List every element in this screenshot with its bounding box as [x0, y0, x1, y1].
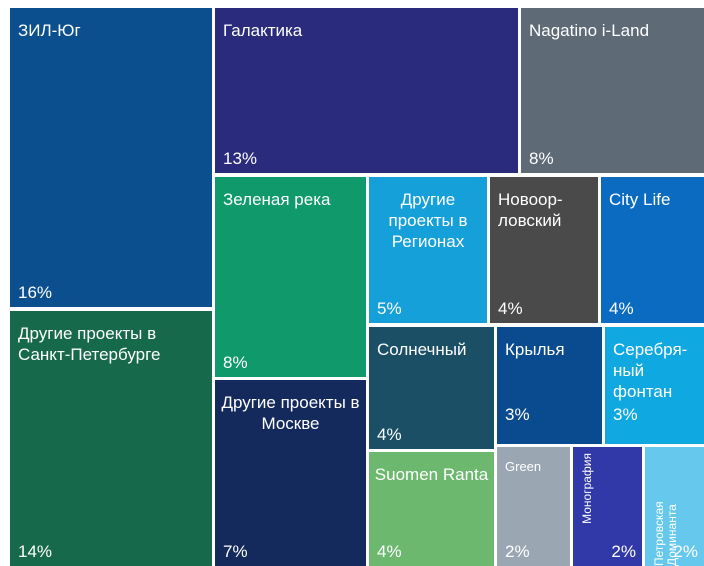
- tile: Новоор-ловский 4%: [490, 177, 598, 323]
- tile-label: Солнечный: [377, 340, 467, 359]
- tile-label: City Life: [609, 190, 671, 209]
- tile-label: Другие проекты в Москве: [221, 393, 360, 433]
- tile-label: Галактика: [223, 21, 303, 40]
- tile-label: Nagatino i-Land: [529, 21, 650, 40]
- value-label: 2%: [611, 542, 636, 561]
- tile-label: Green: [505, 459, 542, 474]
- value-label: 5%: [377, 299, 402, 318]
- value-label: 4%: [377, 542, 402, 561]
- tile-label: Другие проекты в Регионах: [388, 190, 468, 251]
- value-label: 13%: [223, 149, 258, 168]
- tile: Green 2%: [497, 447, 570, 566]
- value-label: 8%: [223, 353, 248, 372]
- tile-label: Зеленая река: [223, 190, 331, 209]
- tile: Зеленая река 8%: [215, 177, 366, 377]
- tile-label: Новоор-ловский: [498, 190, 563, 230]
- tile-label: Серебря-ный фонтан: [613, 340, 688, 401]
- tile-label: Другие проекты в Санкт-Петербурге: [18, 324, 161, 364]
- value-label: 2%: [505, 542, 530, 561]
- tile: City Life 4%: [601, 177, 704, 323]
- tile: Nagatino i-Land 8%: [521, 8, 704, 173]
- tile-label: ЗИЛ-Юг: [18, 21, 81, 40]
- tile: Монография 2%: [573, 447, 642, 566]
- value-label: 2%: [673, 542, 698, 561]
- tile: Другие проекты в Регионах 5%: [369, 177, 487, 323]
- tile-label: Крылья: [505, 340, 565, 359]
- tile: Крылья 3%: [497, 327, 602, 444]
- value-label: 3%: [505, 405, 530, 424]
- value-label: 4%: [498, 299, 523, 318]
- tile: Другие проекты в Москве 7%: [215, 380, 366, 566]
- tile: ЗИЛ-Юг 16%: [10, 8, 212, 307]
- value-label: 4%: [377, 425, 402, 444]
- tile-label: Suomen Ranta: [374, 465, 489, 484]
- tile-label: Монография: [580, 453, 594, 524]
- tile: Петровская Доминанта 2%: [645, 447, 704, 566]
- tile: Галактика 13%: [215, 8, 518, 173]
- value-label: 3%: [613, 405, 638, 424]
- value-label: 14%: [18, 542, 53, 561]
- tile: Suomen Ranta 4%: [369, 452, 494, 566]
- tile: Солнечный 4%: [369, 327, 494, 449]
- value-label: 4%: [609, 299, 634, 318]
- tile: Серебря-ный фонтан 3%: [605, 327, 704, 444]
- value-label: 16%: [18, 283, 53, 302]
- tile: Другие проекты в Санкт-Петербурге 14%: [10, 311, 212, 566]
- value-label: 7%: [223, 542, 248, 561]
- value-label: 8%: [529, 149, 554, 168]
